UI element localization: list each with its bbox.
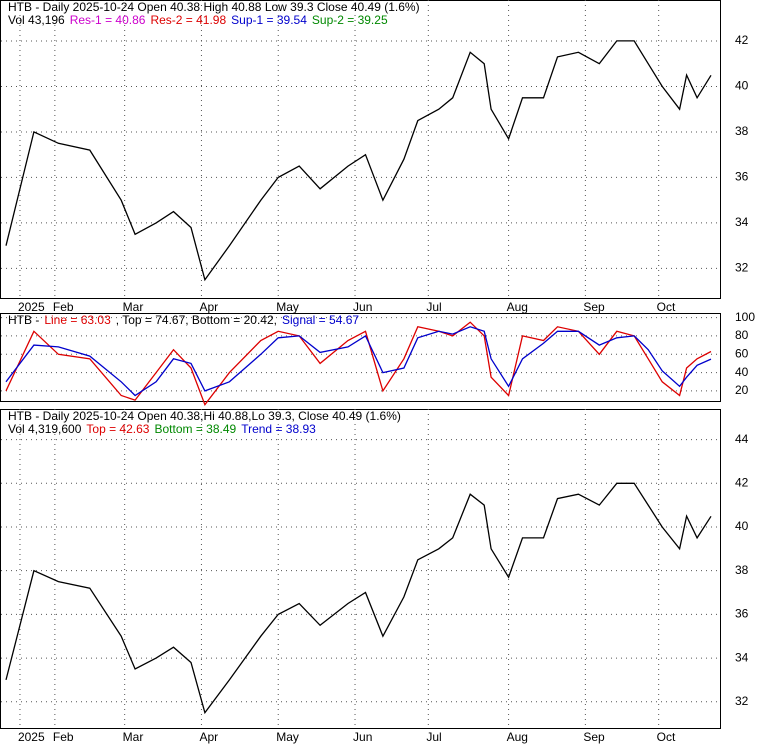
legend-text: Top = 42.63 <box>86 422 149 436</box>
y-tick-label: 42 <box>735 33 749 47</box>
x-tick-label: Jul <box>426 300 441 314</box>
y-tick-label: 80 <box>735 328 749 342</box>
y-tick-label: 34 <box>735 215 749 229</box>
y-tick-label: 34 <box>735 650 749 664</box>
legend-text: Sup-2 = 39.25 <box>312 13 388 27</box>
x-tick-label: Jun <box>353 300 372 314</box>
x-tick-label: Oct <box>657 730 676 744</box>
x-tick-label: Feb <box>53 730 74 744</box>
x-tick-label: 2025 <box>18 730 45 744</box>
y-tick-label: 40 <box>735 365 749 379</box>
legend-text: HTB - Daily 2025-10-24 Open 40.38 High 4… <box>8 0 420 14</box>
x-tick-label: May <box>276 300 299 314</box>
legend-text: Sup-1 = 39.54 <box>231 13 307 27</box>
legend-text: Res-1 = 40.86 <box>70 13 146 27</box>
x-tick-label: Mar <box>123 730 144 744</box>
legend-text: Bottom = 38.49 <box>154 422 236 436</box>
panel-frame <box>0 313 721 402</box>
legend-text: Trend = 38.93 <box>241 422 316 436</box>
x-tick-label: Apr <box>199 300 218 314</box>
x-tick-label: May <box>276 730 299 744</box>
x-tick-label: Mar <box>123 300 144 314</box>
x-tick-label: Jul <box>426 730 441 744</box>
x-tick-label: 2025 <box>18 300 45 314</box>
series-line <box>5 40 712 282</box>
legend-text: HTB - Daily 2025-10-24 Open 40.38,Hi 40.… <box>8 409 401 423</box>
legend-text: Signal = 54.67 <box>282 313 359 327</box>
panel-frame <box>0 409 721 729</box>
y-tick-label: 36 <box>735 607 749 621</box>
y-tick-label: 20 <box>735 383 749 397</box>
panel-frame <box>0 0 721 299</box>
x-tick-label: Aug <box>507 300 528 314</box>
y-tick-label: 60 <box>735 346 749 360</box>
y-tick-label: 42 <box>735 475 749 489</box>
y-tick-label: 100 <box>735 310 755 324</box>
y-tick-label: 32 <box>735 694 749 708</box>
x-tick-label: Feb <box>53 300 74 314</box>
legend-text: , Top = 74.67, Bottom = 20.42, <box>116 313 277 327</box>
legend-text: Vol 43,196 <box>8 13 65 27</box>
series-line <box>5 326 712 397</box>
x-tick-label: Oct <box>657 300 676 314</box>
legend-text: Vol 4,319,600 <box>8 422 82 436</box>
y-tick-label: 36 <box>735 170 749 184</box>
legend-text: Line = 63.03 <box>44 313 111 327</box>
legend-text: Res-2 = 41.98 <box>150 13 226 27</box>
y-tick-label: 38 <box>735 124 749 138</box>
series-line <box>5 321 712 407</box>
series-line <box>5 482 712 715</box>
legend-text: HTB - <box>8 313 39 327</box>
x-tick-label: Apr <box>199 730 218 744</box>
y-tick-label: 32 <box>735 261 749 275</box>
y-tick-label: 40 <box>735 79 749 93</box>
x-tick-label: Sep <box>583 300 605 314</box>
y-tick-label: 38 <box>735 563 749 577</box>
x-tick-label: Jun <box>353 730 372 744</box>
x-tick-label: Aug <box>507 730 528 744</box>
y-tick-label: 40 <box>735 519 749 533</box>
y-tick-label: 44 <box>735 432 749 446</box>
x-tick-label: Sep <box>583 730 605 744</box>
